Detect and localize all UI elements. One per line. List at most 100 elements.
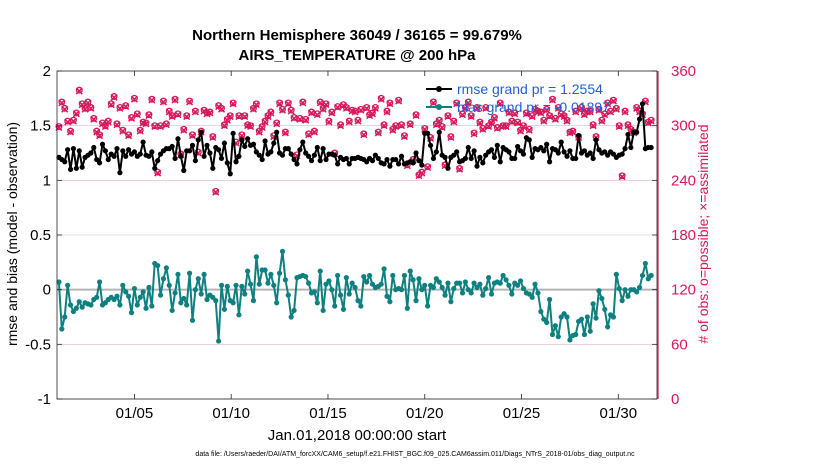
obs-assimilated-stroke: [406, 121, 414, 129]
rmse-point: [99, 141, 106, 147]
obs-possible-marker: [493, 124, 501, 131]
obs-assimilated-stroke: [64, 118, 72, 126]
bias-point: [517, 278, 524, 284]
obs-assimilated-stroke: [508, 118, 516, 126]
obs-assimilated-marker: [383, 108, 391, 116]
bias-point: [535, 290, 541, 296]
bias-point: [320, 307, 326, 314]
rmse-point: [573, 155, 579, 162]
obs-assimilated-marker: [554, 104, 562, 112]
obs-assimilated-marker: [505, 109, 513, 117]
rmse-point: [381, 161, 387, 167]
bias-point: [567, 337, 573, 343]
rmse-point: [544, 141, 550, 147]
bias-point: [497, 280, 503, 286]
obs-assimilated-stroke: [125, 132, 133, 140]
rmse-point: [454, 149, 460, 155]
bias-point: [564, 314, 570, 320]
obs-assimilated-stroke: [310, 128, 318, 136]
obs-assimilated-stroke: [476, 119, 484, 127]
rmse-point: [256, 152, 262, 158]
rmse-point: [387, 163, 393, 169]
rmse-point: [201, 153, 207, 159]
obs-possible-marker: [130, 94, 138, 102]
obs-assimilated-marker: [159, 98, 167, 106]
rmse-point: [433, 149, 439, 155]
obs-assimilated-marker: [368, 110, 377, 118]
rmse-point: [169, 143, 175, 150]
obs-possible-marker: [287, 106, 295, 114]
obs-possible-marker: [400, 132, 408, 140]
obs-possible-marker: [122, 102, 130, 110]
obs-assimilated-stroke: [418, 169, 426, 177]
obs-assimilated-marker: [217, 105, 226, 113]
x-tick-label: 01/20: [406, 405, 444, 422]
bias-point: [332, 303, 338, 309]
bias-point: [329, 287, 335, 293]
obs-possible-marker: [302, 115, 310, 123]
obs-possible-marker: [273, 119, 281, 127]
obs-possible-marker: [357, 105, 365, 113]
obs-assimilated-stroke: [229, 100, 237, 108]
rmse-point: [189, 142, 196, 148]
obs-assimilated-marker: [101, 123, 109, 131]
obs-assimilated-marker: [479, 125, 487, 133]
rmse-point: [91, 144, 97, 151]
rmse-point: [491, 154, 498, 160]
obs-assimilated-stroke: [392, 123, 400, 131]
obs-possible-marker: [87, 103, 95, 111]
obs-possible-marker: [322, 100, 330, 108]
bias-point: [192, 287, 198, 293]
rmse-point: [480, 160, 486, 166]
obs-possible-marker: [554, 103, 562, 111]
obs-possible-marker: [244, 121, 252, 129]
obs-assimilated-marker: [104, 118, 112, 126]
rmse-point: [70, 146, 77, 152]
obs-assimilated-stroke: [502, 123, 510, 131]
obs-assimilated-stroke: [186, 98, 194, 106]
bias-point: [198, 291, 204, 297]
bias-point: [390, 272, 396, 279]
obs-assimilated-marker: [609, 97, 617, 105]
bias-point: [146, 284, 152, 291]
obs-possible-marker: [601, 110, 609, 118]
obs-assimilated-stroke: [444, 113, 452, 121]
obs-assimilated-marker: [496, 100, 504, 108]
bias-point: [314, 300, 320, 306]
obs-assimilated-marker: [418, 169, 426, 177]
bias-point: [578, 316, 585, 322]
obs-assimilated-marker: [125, 132, 133, 140]
legend-rmse-label: rmse grand pr = 1.2554: [457, 81, 603, 97]
bias-point: [250, 298, 257, 304]
obs-assimilated-marker: [363, 104, 371, 112]
obs-possible-marker: [348, 106, 356, 114]
rmse-point: [155, 158, 161, 164]
rmse-point: [622, 146, 628, 152]
bias-point: [599, 295, 605, 302]
obs-assimilated-stroke: [482, 104, 490, 112]
bias-point: [181, 295, 187, 302]
obs-assimilated-stroke: [78, 101, 86, 109]
obs-assimilated-marker: [287, 107, 295, 115]
obs-possible-marker: [578, 103, 585, 111]
rmse-point: [558, 139, 564, 145]
obs-assimilated-stroke: [337, 122, 345, 130]
obs-possible-marker: [610, 96, 617, 104]
bias-point: [143, 305, 149, 311]
obs-possible-marker: [313, 110, 321, 118]
bias-point: [584, 314, 590, 320]
obs-assimilated-marker: [75, 87, 83, 95]
rmse-point: [268, 149, 274, 155]
obs-possible-marker: [351, 107, 359, 115]
bias-point: [253, 254, 259, 260]
obs-possible-marker: [229, 99, 237, 107]
obs-assimilated-marker: [142, 120, 150, 128]
obs-assimilated-marker: [461, 104, 469, 112]
obs-assimilated-marker: [157, 123, 165, 131]
obs-assimilated-stroke: [647, 117, 655, 125]
bias-point: [358, 303, 364, 309]
obs-assimilated-marker: [61, 105, 69, 113]
obs-assimilated-stroke: [252, 101, 260, 109]
obs-assimilated-stroke: [90, 115, 98, 123]
rmse-point: [311, 152, 318, 158]
